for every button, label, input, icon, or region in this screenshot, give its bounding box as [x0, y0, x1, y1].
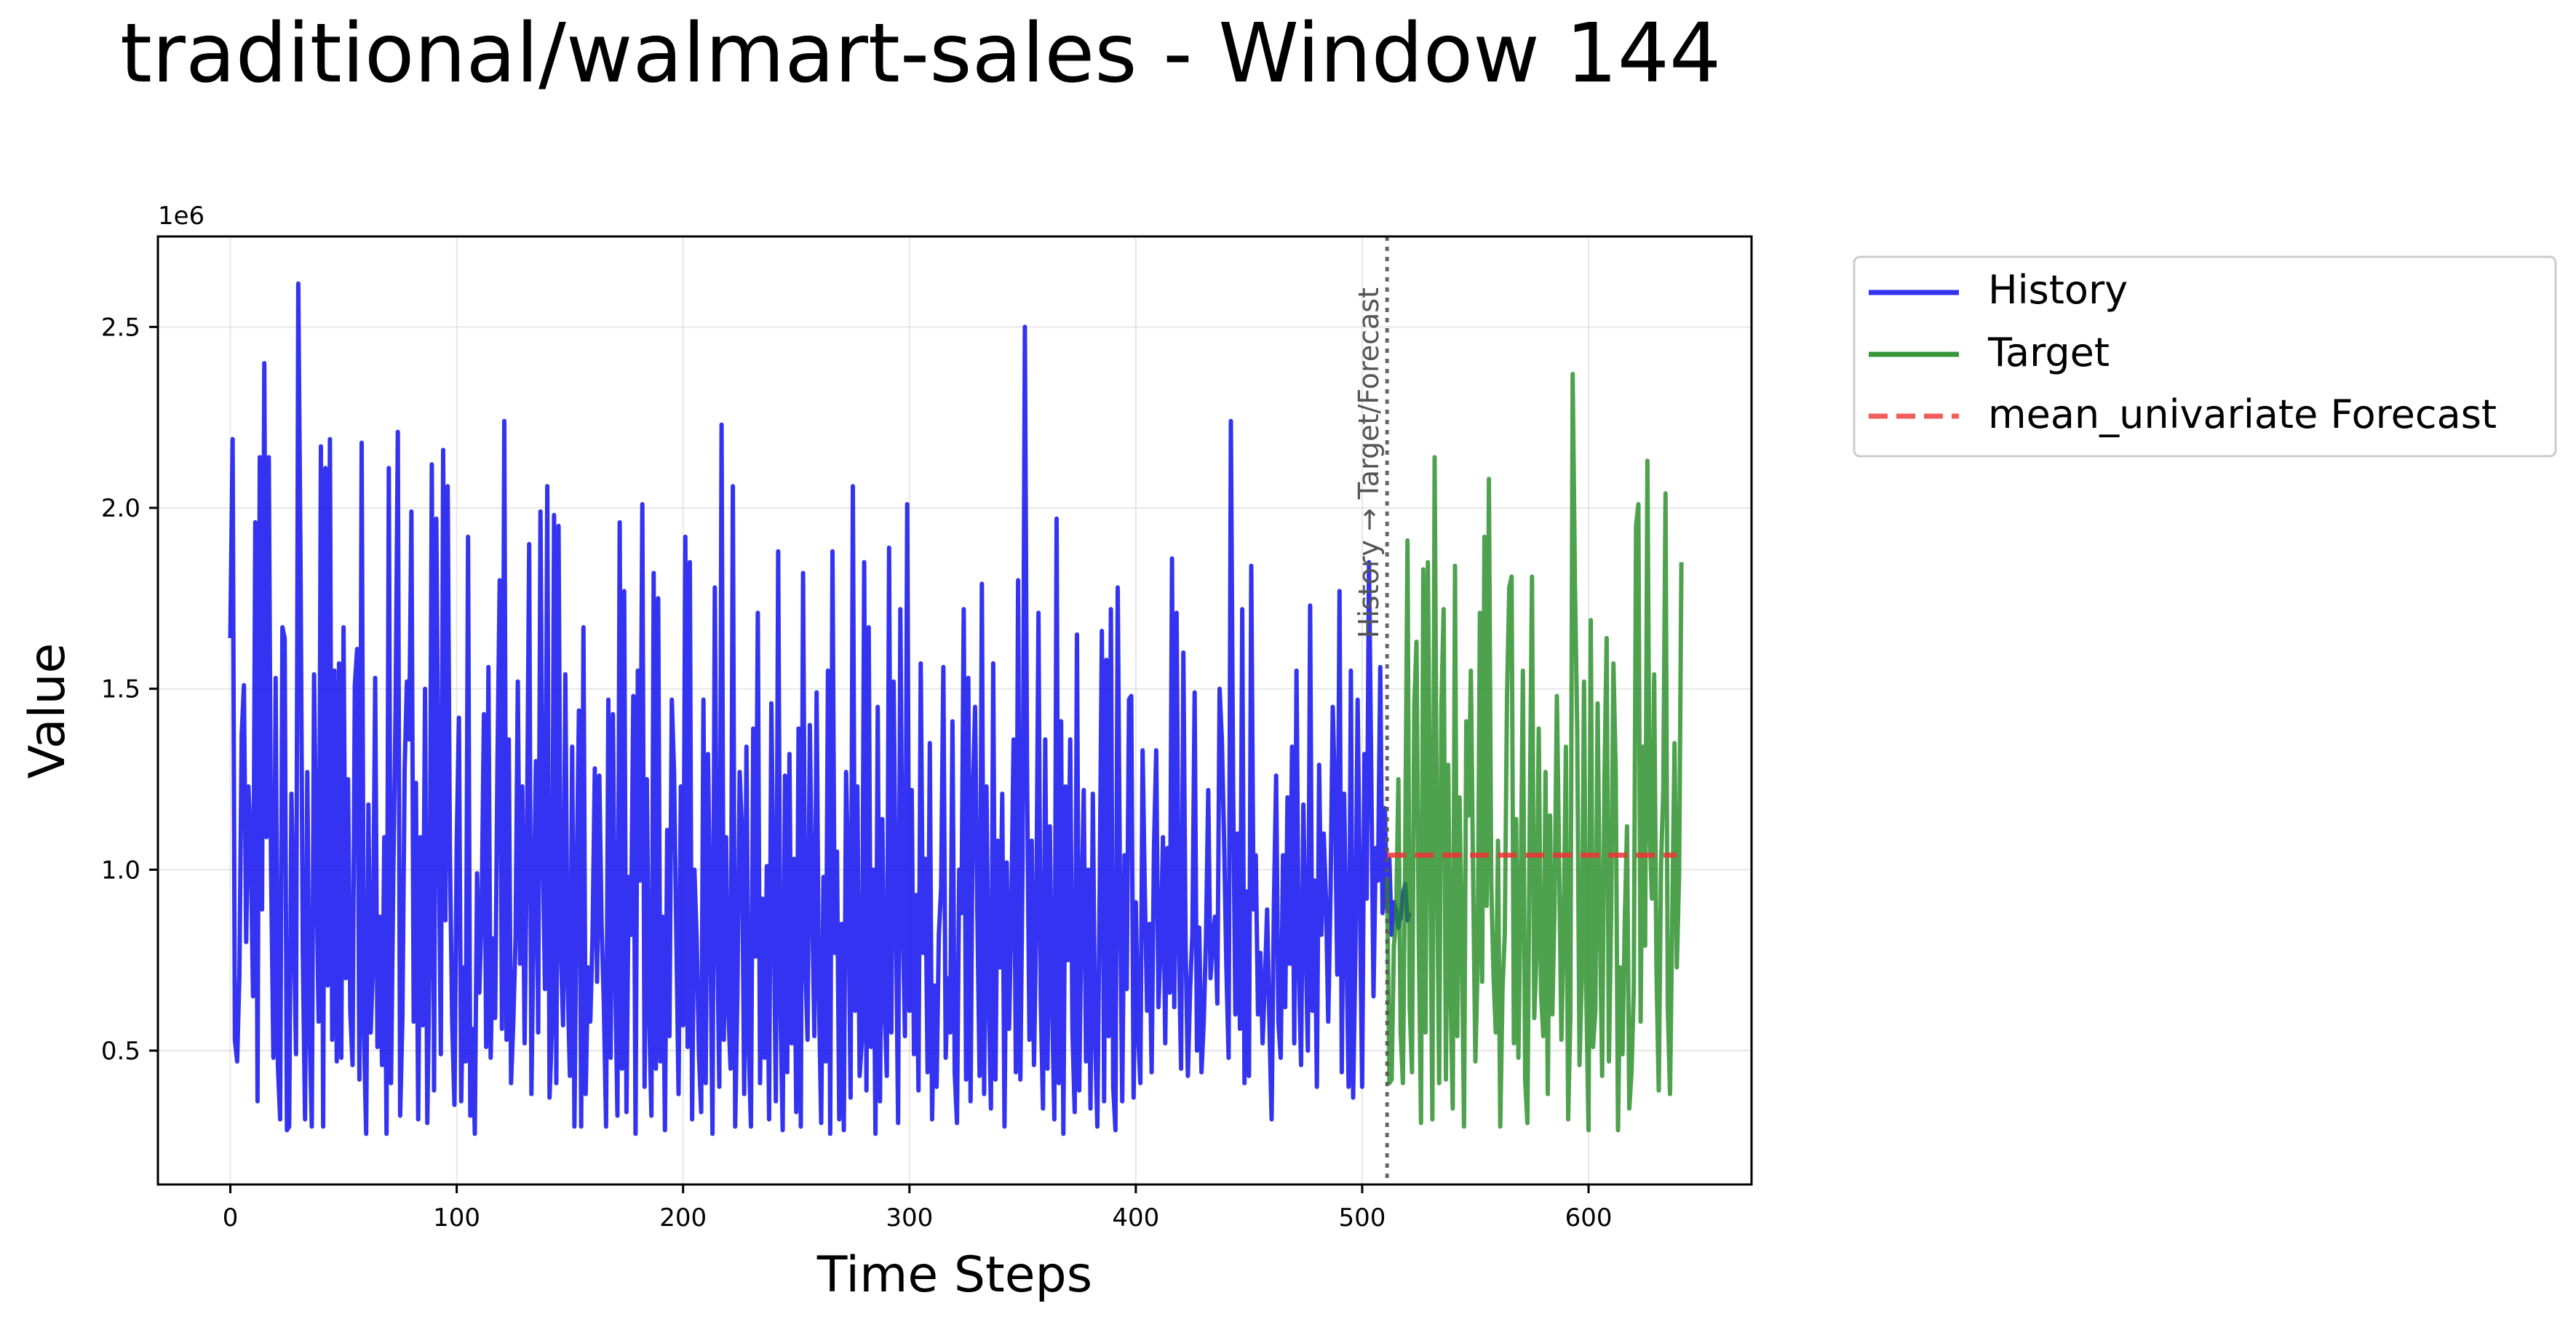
legend-box — [1853, 255, 2557, 458]
x-axis-ticks: 0 100 200 300 400 500 600 — [223, 1184, 1613, 1233]
y-tick-label-3: 2.0 — [101, 494, 140, 523]
y-tick-label-4: 2.5 — [101, 313, 140, 342]
x-tick-label-2: 200 — [659, 1203, 707, 1233]
history-line — [228, 281, 1412, 1136]
divider-layer: History → Target/Forecast — [1353, 236, 1389, 1184]
x-tick-label-6: 600 — [1565, 1203, 1613, 1233]
x-axis-label: Time Steps — [816, 1246, 1092, 1304]
x-tick-label-3: 300 — [886, 1203, 933, 1233]
x-tick-label-4: 400 — [1112, 1203, 1159, 1233]
series-layer — [228, 281, 1684, 1136]
legend-forecast-label: mean_univariate Forecast — [1988, 391, 2497, 437]
y-axis-label: Value — [19, 643, 76, 779]
y-scale-label: 1e6 — [158, 202, 204, 231]
legend-target-label: Target — [1987, 330, 2110, 375]
x-tick-label-1: 100 — [433, 1203, 480, 1233]
y-tick-label-2: 1.5 — [101, 675, 140, 704]
y-tick-label-1: 1.0 — [101, 856, 140, 885]
x-tick-label-0: 0 — [223, 1203, 239, 1233]
legend: History Target mean_univariate Forecast — [1853, 255, 2557, 458]
divider-label: History → Target/Forecast — [1353, 287, 1385, 638]
y-axis-ticks: 0.5 1.0 1.5 2.0 2.5 — [101, 313, 158, 1066]
x-tick-label-5: 500 — [1338, 1203, 1386, 1233]
legend-history-label: History — [1988, 267, 2128, 313]
y-tick-label-0: 0.5 — [101, 1037, 140, 1066]
chart-title: traditional/walmart-sales - Window 144 — [120, 7, 1721, 101]
plot-frame — [156, 235, 1753, 1186]
target-line — [1385, 372, 1684, 1133]
